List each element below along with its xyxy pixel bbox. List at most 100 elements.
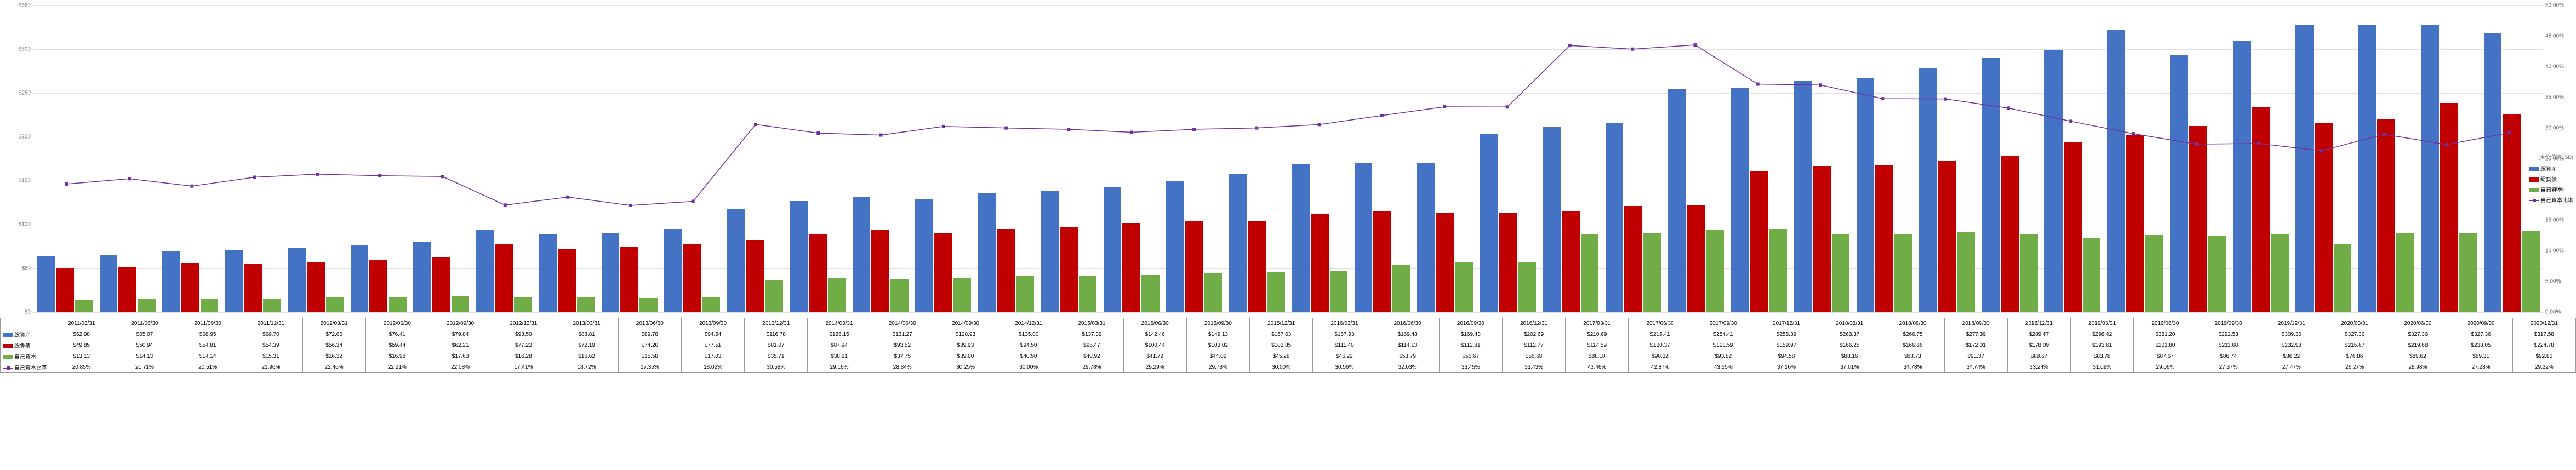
bar-assets xyxy=(2421,25,2439,312)
table-cell: 2019/09/30 xyxy=(2197,318,2260,329)
table-row: 2011/03/312011/06/302011/09/302011/12/31… xyxy=(1,318,2576,329)
bar-equity xyxy=(138,299,156,312)
table-cell: 18.72% xyxy=(555,362,618,373)
bar-equity xyxy=(1079,276,1097,312)
y-left-label: $50 xyxy=(6,266,31,272)
table-row: 総負債$49.85$50.94$54.81$54.39$56.34$59.44$… xyxy=(1,340,2576,351)
bar-equity xyxy=(1769,229,1787,312)
table-cell: $94.58 xyxy=(1755,351,1818,362)
table-cell: 2011/12/31 xyxy=(239,318,302,329)
bar-equity xyxy=(1330,271,1348,312)
bar-assets xyxy=(1229,174,1247,312)
bar-assets xyxy=(476,230,494,312)
bar-equity xyxy=(263,299,281,312)
bar-equity xyxy=(828,278,846,312)
bar-liab xyxy=(2252,107,2270,312)
table-cell: $76.86 xyxy=(2323,351,2386,362)
table-cell: $92.80 xyxy=(2512,351,2575,362)
bar-liab xyxy=(432,257,450,312)
table-cell: 2013/06/30 xyxy=(618,318,681,329)
table-cell: $327.36 xyxy=(2323,329,2386,340)
table-cell: 21.96% xyxy=(239,362,302,373)
bar-assets xyxy=(853,197,871,312)
table-cell: 2014/12/31 xyxy=(997,318,1060,329)
table-row: 自己資本$13.13$14.13$14.14$15.31$16.32$16.98… xyxy=(1,351,2576,362)
table-cell: 2019/12/31 xyxy=(2260,318,2323,329)
table-cell: 2018/09/30 xyxy=(1944,318,2007,329)
bar-equity xyxy=(326,297,344,312)
table-cell: $41.72 xyxy=(1123,351,1186,362)
bar-equity xyxy=(639,298,658,312)
bar-assets xyxy=(100,255,118,312)
bar-liab xyxy=(1436,213,1454,312)
bar-liab xyxy=(871,230,889,312)
bar-assets xyxy=(2107,30,2126,312)
table-cell: 31.09% xyxy=(2071,362,2134,373)
table-cell: 29.78% xyxy=(1060,362,1123,373)
bar-assets xyxy=(2233,41,2251,312)
table-cell: $215.41 xyxy=(1629,329,1692,340)
table-cell: $44.02 xyxy=(1186,351,1249,362)
table-cell: $54.39 xyxy=(239,340,302,351)
table-cell: 29.78% xyxy=(1186,362,1249,373)
table-cell: $263.37 xyxy=(1818,329,1881,340)
y-left-label: $200 xyxy=(6,134,31,140)
bar-equity xyxy=(75,300,93,312)
table-cell: $56.68 xyxy=(1502,351,1565,362)
bar-liab xyxy=(934,233,952,312)
bar-assets xyxy=(1355,163,1373,312)
table-cell: $59.44 xyxy=(365,340,429,351)
table-cell: 29.22% xyxy=(2512,362,2575,373)
table-cell: $62.98 xyxy=(50,329,113,340)
bar-liab xyxy=(997,229,1015,312)
table-cell: 43.55% xyxy=(1692,362,1755,373)
table-cell: $35.71 xyxy=(745,351,808,362)
table-cell: 2017/03/31 xyxy=(1566,318,1629,329)
table-cell: $103.02 xyxy=(1186,340,1249,351)
table-cell: $266.75 xyxy=(1881,329,1944,340)
table-cell: $93.52 xyxy=(871,340,934,351)
bar-liab xyxy=(2126,135,2144,312)
table-cell: $135.00 xyxy=(997,329,1060,340)
table-cell: $65.07 xyxy=(113,329,176,340)
table-cell: $321.20 xyxy=(2134,329,2197,340)
bar-assets xyxy=(225,250,243,312)
bar-liab xyxy=(1311,214,1329,312)
table-cell: $166.25 xyxy=(1818,340,1881,351)
table-cell: 32.03% xyxy=(1376,362,1439,373)
row-header: 自己資本比率 xyxy=(1,362,50,373)
table-cell: $89.93 xyxy=(934,340,997,351)
table-cell: $88.22 xyxy=(2260,351,2323,362)
table-cell: $149.13 xyxy=(1186,329,1249,340)
bar-liab xyxy=(495,244,513,312)
bar-equity xyxy=(1455,262,1473,312)
table-cell: 29.29% xyxy=(1123,362,1186,373)
table-cell: 37.16% xyxy=(1755,362,1818,373)
y-left-label: $0 xyxy=(6,309,31,316)
bar-equity xyxy=(2334,244,2352,312)
table-cell: 30.58% xyxy=(745,362,808,373)
table-cell: $14.14 xyxy=(176,351,239,362)
table-cell: 27.47% xyxy=(2260,362,2323,373)
table-cell: $88.67 xyxy=(2007,351,2070,362)
table-cell: 33.24% xyxy=(2007,362,2070,373)
bar-equity xyxy=(452,296,470,312)
bar-assets xyxy=(2170,55,2188,312)
table-cell: $72.66 xyxy=(302,329,365,340)
plot-area: $0$50$100$150$200$250$300$3500.00%5.00%1… xyxy=(33,5,2543,312)
bar-equity xyxy=(890,279,909,312)
table-cell: $210.69 xyxy=(1566,329,1629,340)
bar-liab xyxy=(2001,156,2019,312)
bar-equity xyxy=(389,297,407,312)
bar-equity xyxy=(1894,234,1912,312)
table-cell: $83.78 xyxy=(2071,351,2134,362)
table-cell: $89.62 xyxy=(2386,351,2449,362)
y-left-label: $150 xyxy=(6,178,31,184)
bar-assets xyxy=(1292,164,1310,312)
bar-assets xyxy=(602,233,620,312)
table-cell: $94.50 xyxy=(997,340,1060,351)
table-cell: $76.41 xyxy=(365,329,429,340)
table-cell: $74.20 xyxy=(618,340,681,351)
bar-equity xyxy=(514,297,532,312)
row-header: 自己資本 xyxy=(1,351,50,362)
